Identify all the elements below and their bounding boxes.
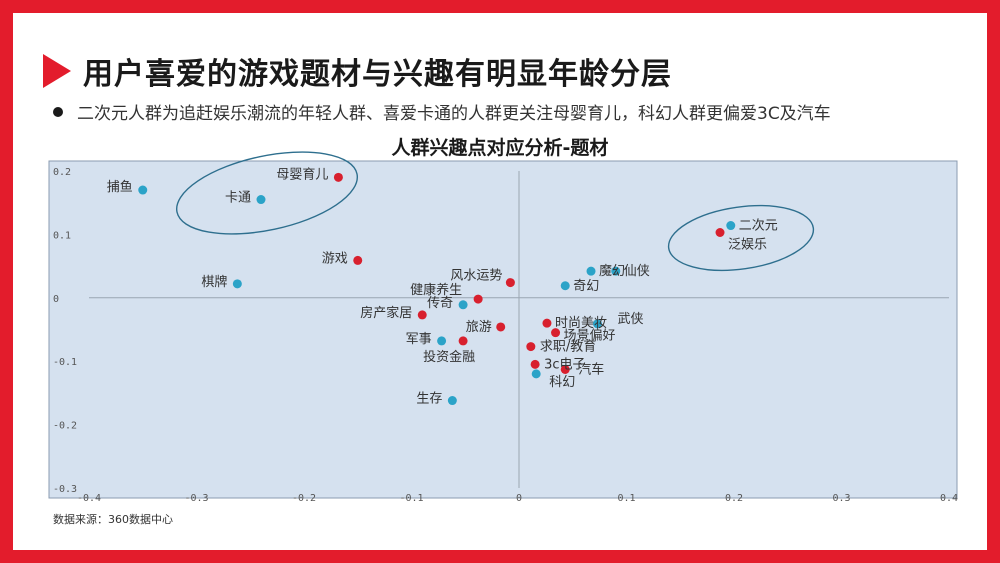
highlight-ellipse-right (667, 204, 815, 272)
point-label: 房产家居 (360, 305, 412, 321)
data-point (138, 185, 148, 195)
data-point (473, 294, 483, 304)
x-tick-label: 0.2 (725, 493, 743, 504)
point-label: 时尚美妆 (555, 316, 607, 331)
x-tick-label: 0 (516, 493, 522, 504)
data-point (496, 322, 506, 332)
data-point (232, 279, 242, 289)
highlight-ellipse-left (175, 151, 359, 235)
axes-layer: -0.4 -0.3 -0.2 -0.1 0 0.1 0.2 0.3 0.4-0.3-0.2-0.… (53, 167, 958, 504)
point-label: 军事 (406, 332, 432, 347)
point-label: 捕鱼 (107, 179, 133, 195)
y-tick-label: 0.1 (53, 230, 71, 241)
data-point (505, 278, 515, 288)
y-tick-label: -0.1 (53, 357, 77, 368)
data-point (611, 266, 621, 276)
data-points (138, 172, 736, 406)
point-label: 魔幻 (599, 264, 625, 279)
data-point (592, 319, 602, 329)
data-point (560, 364, 570, 374)
y-tick-label: 0 (53, 294, 59, 305)
data-point (526, 342, 536, 352)
triangle-right-icon (43, 54, 71, 88)
point-label: 风水运势 (450, 268, 502, 284)
data-point (586, 266, 596, 276)
data-point (542, 318, 552, 328)
page-title: 用户喜爱的游戏题材与兴趣有明显年龄分层 (83, 57, 672, 92)
bullet-row: 二次元人群为追赶娱乐潮流的年轻人群、喜爱卡通的人群更关注母婴育儿，科幻人群更偏爱… (53, 99, 831, 124)
point-label: 健康养生 (410, 282, 462, 298)
x-tick-label: -0.4 (77, 493, 101, 504)
x-tick-label: -0.2 (292, 493, 316, 504)
data-point (256, 195, 266, 205)
data-point (551, 328, 561, 338)
data-point (458, 336, 468, 346)
point-label: 科幻 (549, 375, 575, 390)
x-tick-label: 0.1 (617, 493, 635, 504)
point-label: 求职/教育 (540, 339, 596, 355)
point-label: 传奇 (427, 295, 453, 311)
point-label: 棋牌 (201, 274, 227, 290)
point-label: 游戏 (322, 251, 348, 266)
point-label: 卡通 (225, 191, 251, 206)
data-point (353, 255, 363, 265)
title-row: 用户喜爱的游戏题材与兴趣有明显年龄分层 (43, 51, 672, 92)
highlight-ellipses (175, 151, 815, 272)
scatter-chart: -0.4 -0.3 -0.2 -0.1 0 0.1 0.2 0.3 0.4-0.3-0.2-0.… (48, 151, 958, 504)
slide-card: 用户喜爱的游戏题材与兴趣有明显年龄分层 二次元人群为追赶娱乐潮流的年轻人群、喜爱… (13, 13, 987, 550)
source-note: 数据来源：360数据中心 (53, 513, 173, 526)
point-label: 母婴育儿 (276, 166, 328, 182)
point-label: 汽车 (578, 361, 604, 377)
point-label: 武侠 (617, 312, 643, 327)
data-point (531, 369, 541, 379)
data-point (437, 336, 447, 346)
point-label: 二次元 (739, 218, 778, 234)
y-tick-label: -0.3 (53, 484, 77, 495)
point-label: 奇幻 (573, 278, 599, 294)
data-point (726, 221, 736, 231)
x-tick-label: -0.1 (399, 493, 423, 504)
data-point (333, 172, 343, 182)
point-label: 旅游 (466, 320, 492, 335)
chart-title: 人群兴趣点对应分析-题材 (391, 137, 609, 159)
data-point (458, 300, 468, 310)
x-tick-label: -0.3 (184, 493, 208, 504)
point-label: 仙侠 (624, 264, 650, 279)
y-tick-label: 0.2 (53, 167, 71, 178)
data-point (560, 281, 570, 291)
point-label: 泛娱乐 (728, 237, 767, 252)
data-point (447, 396, 457, 406)
x-tick-label: 0.3 (832, 493, 850, 504)
y-tick-label: -0.2 (53, 421, 77, 432)
data-point (530, 359, 540, 369)
point-label: 生存 (416, 392, 442, 407)
point-label: 场景偏好 (564, 329, 616, 344)
x-tick-label: 0.4 (940, 493, 958, 504)
point-label: 3c电子 (544, 357, 585, 372)
data-point (715, 227, 725, 237)
point-label: 投资金融 (423, 349, 475, 365)
bullet-dot-icon (53, 106, 63, 117)
bullet-text: 二次元人群为追赶娱乐潮流的年轻人群、喜爱卡通的人群更关注母婴育儿，科幻人群更偏爱… (77, 104, 831, 124)
data-point (417, 310, 427, 320)
